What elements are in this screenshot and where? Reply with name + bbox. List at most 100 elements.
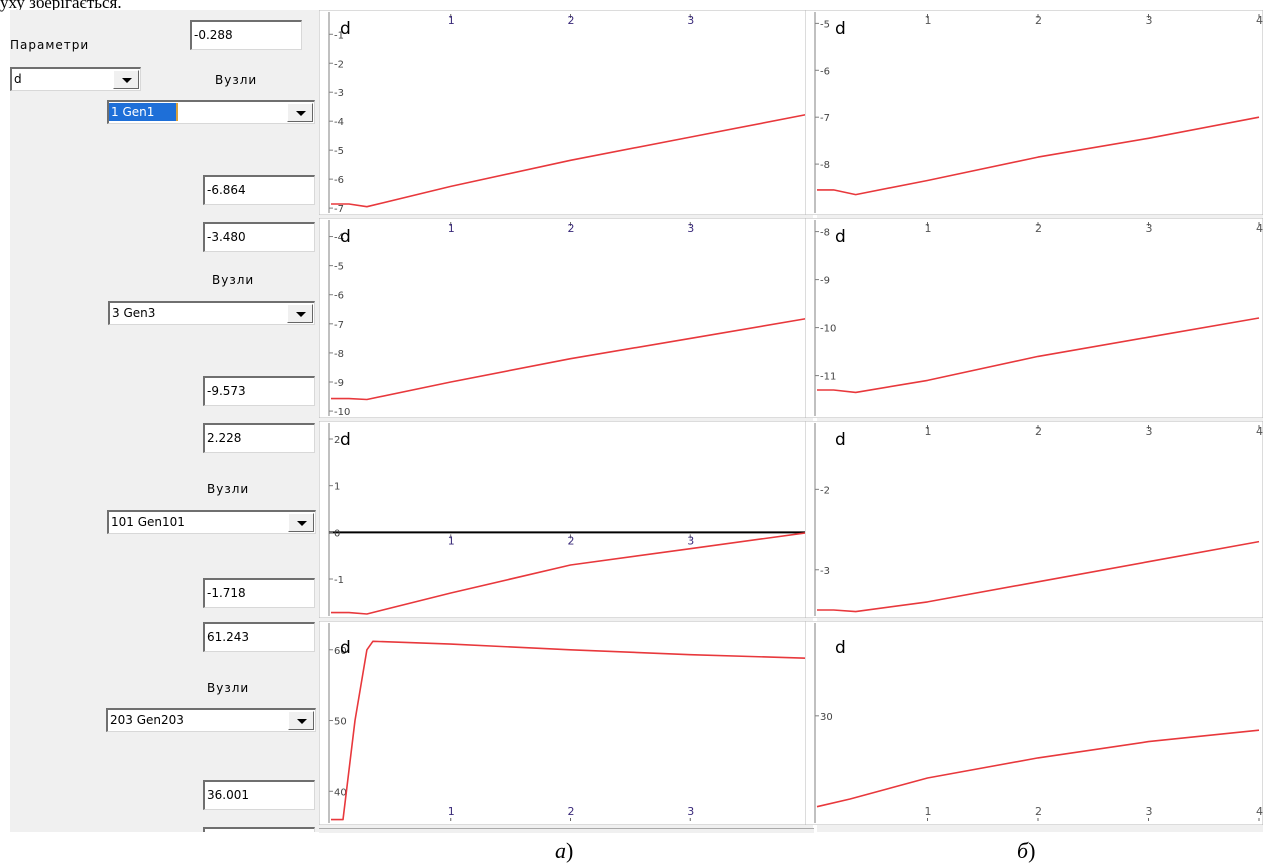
- nodes-label: Вузли: [215, 73, 258, 87]
- plot-a-1: -1-2-3-4-5-6-71234d: [319, 10, 814, 215]
- y-tick-label: 2: [334, 435, 340, 446]
- plot-background: [805, 621, 1263, 825]
- series-line: [817, 317, 1260, 394]
- x-tick-label: 1: [925, 14, 932, 27]
- plot-background: [805, 421, 1263, 618]
- plot-a-2: -4-5-6-7-8-9-101234d: [319, 218, 814, 418]
- caption-a: а): [555, 838, 574, 863]
- plot-background: [319, 621, 814, 825]
- x-tick-label: 1: [448, 805, 455, 818]
- plot-background: [805, 10, 1263, 215]
- x-tick-label: 3: [687, 534, 694, 547]
- y-tick-label: 30: [820, 712, 833, 723]
- max-value-field-2[interactable]: -3.480: [203, 222, 315, 252]
- y-tick-label: 60: [334, 646, 347, 657]
- max-value-field-5[interactable]: [203, 827, 315, 832]
- x-tick-label: 4: [1256, 425, 1263, 438]
- x-tick-label: 4: [1256, 14, 1263, 27]
- series-line: [331, 113, 811, 208]
- x-tick-label: 3: [1146, 425, 1153, 438]
- x-tick-label: 3: [687, 805, 694, 818]
- plot-a-5-edge: [319, 828, 814, 833]
- y-tick-label: -4: [334, 233, 344, 244]
- x-tick-label: 1: [448, 534, 455, 547]
- x-tick-label: 1: [448, 14, 455, 27]
- plot-b-3: -2 -3 1 2 3 4 d: [805, 421, 1263, 618]
- nodes-label: Вузли: [207, 681, 250, 695]
- y-tick-label: -9: [820, 276, 830, 287]
- y-tick-label: -7: [334, 204, 344, 215]
- y-tick-label: -7: [334, 320, 344, 331]
- nodes-label: Вузли: [207, 482, 250, 496]
- x-tick-label: 4: [1256, 222, 1263, 235]
- y-tick-label: -9: [334, 378, 344, 389]
- plot-parameter-label: d: [340, 227, 351, 247]
- chevron-down-icon[interactable]: [288, 711, 314, 730]
- x-tick-label: 2: [1035, 805, 1042, 818]
- plot-parameter-label: d: [835, 19, 846, 39]
- plot-b-2: -8 -9 -10 -11 1 2 3 4 d: [805, 218, 1263, 418]
- y-tick-label: -8: [820, 228, 830, 239]
- caption-b: б): [1017, 838, 1036, 863]
- x-tick-label: 3: [1146, 14, 1153, 27]
- plot-background: [319, 421, 814, 618]
- plot-parameter-label: d: [340, 19, 351, 39]
- nodes-label: Вузли: [212, 273, 255, 287]
- node-combo-2[interactable]: 3 Gen3: [108, 301, 315, 325]
- y-tick-label: 1: [334, 482, 340, 493]
- x-tick-label: 1: [925, 805, 932, 818]
- chevron-down-icon[interactable]: [287, 304, 313, 323]
- plot-background: [805, 218, 1263, 418]
- y-tick-label: -10: [820, 324, 836, 335]
- y-tick-label: -10: [334, 407, 350, 418]
- x-tick-label: 2: [1035, 425, 1042, 438]
- min-value-field-1[interactable]: -6.864: [203, 175, 315, 205]
- plot-parameter-label: d: [340, 430, 351, 450]
- node-combo-3[interactable]: 101 Gen101: [107, 510, 316, 534]
- series-line: [817, 540, 1260, 613]
- node-combo-4[interactable]: 203 Gen203: [106, 708, 316, 732]
- series-line: [331, 640, 811, 821]
- x-tick-label: 4: [1256, 805, 1263, 818]
- min-value-field-2[interactable]: -9.573: [203, 376, 315, 406]
- x-tick-label: 1: [925, 222, 932, 235]
- y-tick-label: -2: [334, 59, 344, 70]
- series-line: [331, 317, 811, 401]
- max-value-field-3[interactable]: 2.228: [203, 423, 315, 453]
- chevron-down-icon[interactable]: [287, 103, 313, 122]
- x-tick-label: 3: [1146, 805, 1153, 818]
- chevron-down-icon[interactable]: [288, 513, 314, 532]
- y-tick-label: 50: [334, 717, 347, 728]
- y-tick-label: 0: [334, 528, 340, 539]
- params-combo[interactable]: d: [10, 67, 141, 91]
- plot-background: [319, 218, 814, 418]
- y-tick-label: -7: [820, 113, 830, 124]
- node-combo-2-value: 3 Gen3: [112, 306, 156, 320]
- series-line: [331, 531, 811, 615]
- y-tick-label: -8: [820, 160, 830, 171]
- y-tick-label: -1: [334, 575, 344, 586]
- plot-b-4: 30 1 2 3 4 d: [805, 621, 1263, 825]
- plot-b-1: -5 -6 -7 -8 1 2 3 4 d: [805, 10, 1263, 215]
- plot-parameter-label: d: [835, 638, 846, 658]
- chevron-down-icon[interactable]: [113, 70, 139, 89]
- y-tick-label: -3: [820, 566, 830, 577]
- x-tick-label: 3: [687, 14, 694, 27]
- y-tick-label: -5: [820, 19, 830, 30]
- min-value-field-3[interactable]: -1.718: [203, 578, 315, 608]
- node-combo-1[interactable]: 1 Gen1: [107, 100, 315, 124]
- min-value-field-4[interactable]: 36.001: [203, 780, 315, 810]
- params-combo-value: d: [14, 72, 22, 86]
- node-combo-3-value: 101 Gen101: [111, 515, 185, 529]
- plot-background: [319, 10, 814, 215]
- max-value-field-1[interactable]: -0.288: [190, 20, 302, 50]
- y-tick-label: -5: [334, 262, 344, 273]
- x-tick-label: 2: [568, 805, 575, 818]
- y-tick-label: 40: [334, 787, 347, 798]
- x-tick-label: 2: [1035, 222, 1042, 235]
- x-tick-label: 2: [568, 14, 575, 27]
- max-value-field-4[interactable]: 61.243: [203, 622, 315, 652]
- x-tick-label: 1: [448, 222, 455, 235]
- x-tick-label: 3: [687, 222, 694, 235]
